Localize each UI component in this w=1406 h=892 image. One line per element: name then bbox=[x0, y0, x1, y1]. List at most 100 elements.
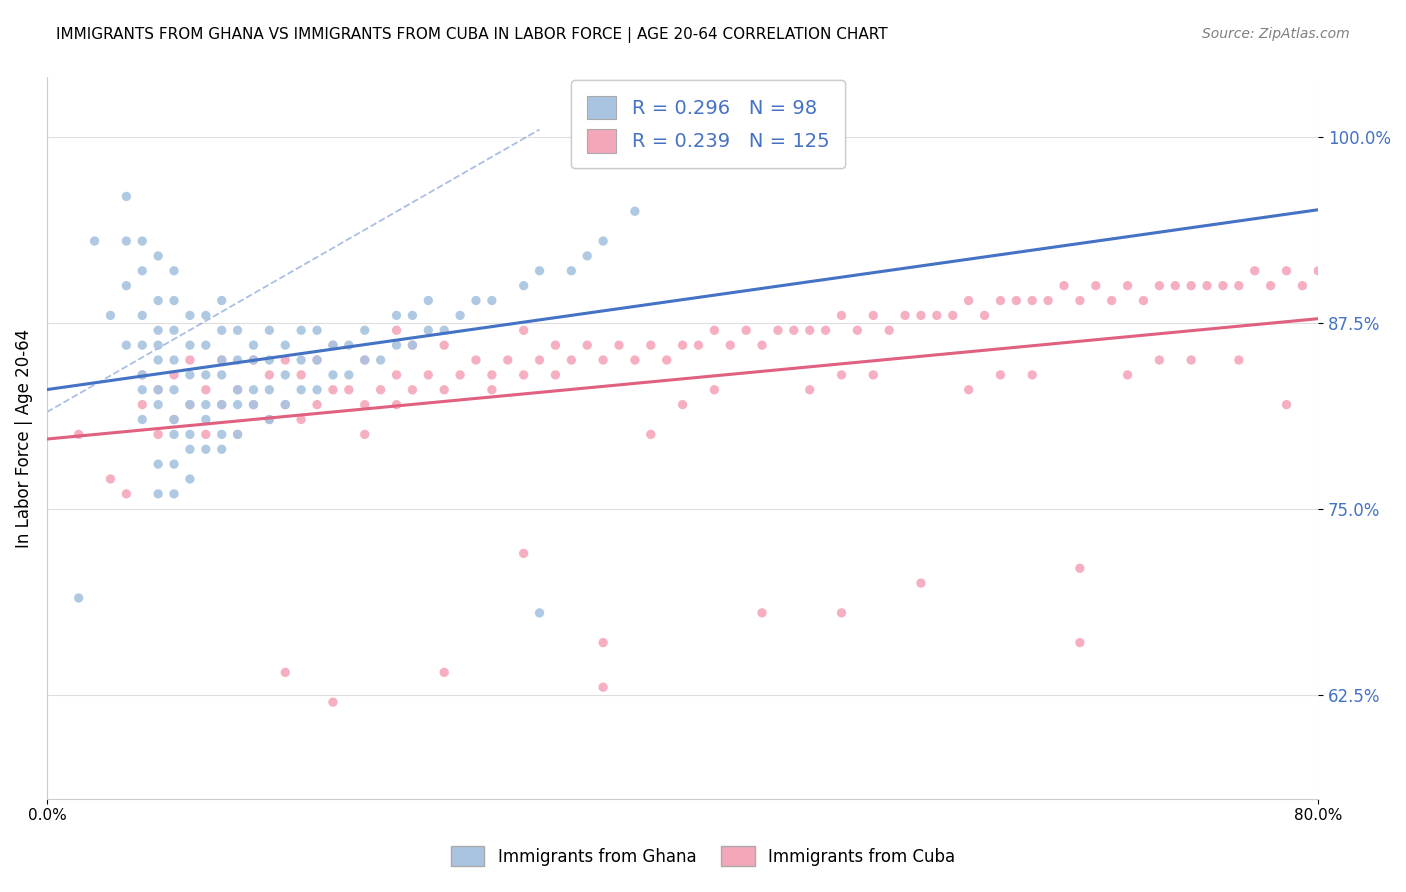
Point bbox=[640, 427, 662, 442]
Point bbox=[259, 383, 281, 397]
Point bbox=[671, 338, 693, 352]
Point bbox=[163, 353, 186, 368]
Point bbox=[211, 427, 233, 442]
Point bbox=[242, 338, 264, 352]
Point bbox=[1101, 293, 1123, 308]
Point bbox=[322, 695, 344, 709]
Point bbox=[1116, 278, 1139, 293]
Point bbox=[67, 427, 90, 442]
Point bbox=[337, 338, 360, 352]
Point bbox=[163, 368, 186, 382]
Point bbox=[703, 383, 725, 397]
Point bbox=[544, 368, 567, 382]
Point bbox=[433, 383, 456, 397]
Point bbox=[831, 309, 853, 323]
Text: IMMIGRANTS FROM GHANA VS IMMIGRANTS FROM CUBA IN LABOR FORCE | AGE 20-64 CORRELA: IMMIGRANTS FROM GHANA VS IMMIGRANTS FROM… bbox=[56, 27, 887, 43]
Point bbox=[688, 338, 710, 352]
Point bbox=[179, 398, 201, 412]
Point bbox=[910, 309, 932, 323]
Point bbox=[307, 353, 329, 368]
Point bbox=[131, 338, 153, 352]
Point bbox=[146, 249, 169, 263]
Point bbox=[100, 309, 122, 323]
Point bbox=[211, 353, 233, 368]
Point bbox=[1164, 278, 1187, 293]
Point bbox=[973, 309, 995, 323]
Point bbox=[163, 293, 186, 308]
Point bbox=[465, 353, 488, 368]
Point bbox=[529, 606, 551, 620]
Point bbox=[211, 368, 233, 382]
Point bbox=[146, 338, 169, 352]
Point bbox=[703, 323, 725, 337]
Point bbox=[290, 353, 312, 368]
Point bbox=[179, 427, 201, 442]
Point bbox=[179, 442, 201, 457]
Point bbox=[290, 383, 312, 397]
Point bbox=[560, 353, 582, 368]
Point bbox=[194, 338, 217, 352]
Point bbox=[925, 309, 948, 323]
Point bbox=[433, 665, 456, 680]
Point bbox=[226, 323, 249, 337]
Point bbox=[242, 398, 264, 412]
Point bbox=[115, 487, 138, 501]
Point bbox=[259, 323, 281, 337]
Point bbox=[877, 323, 900, 337]
Point bbox=[194, 368, 217, 382]
Point bbox=[353, 427, 375, 442]
Point bbox=[307, 353, 329, 368]
Point bbox=[846, 323, 869, 337]
Point bbox=[385, 309, 408, 323]
Point bbox=[163, 412, 186, 426]
Point bbox=[735, 323, 758, 337]
Point bbox=[322, 383, 344, 397]
Point bbox=[401, 383, 423, 397]
Point bbox=[353, 398, 375, 412]
Point bbox=[242, 383, 264, 397]
Point bbox=[179, 309, 201, 323]
Point bbox=[307, 323, 329, 337]
Point bbox=[814, 323, 837, 337]
Point bbox=[211, 442, 233, 457]
Point bbox=[353, 353, 375, 368]
Point bbox=[1069, 561, 1091, 575]
Point bbox=[259, 412, 281, 426]
Point bbox=[67, 591, 90, 605]
Point bbox=[418, 323, 440, 337]
Point bbox=[1180, 278, 1202, 293]
Point bbox=[322, 338, 344, 352]
Point bbox=[146, 323, 169, 337]
Point bbox=[211, 398, 233, 412]
Point bbox=[385, 323, 408, 337]
Point bbox=[640, 338, 662, 352]
Point bbox=[496, 353, 519, 368]
Point bbox=[290, 412, 312, 426]
Point bbox=[592, 234, 614, 248]
Point bbox=[146, 457, 169, 471]
Point bbox=[1069, 635, 1091, 649]
Point bbox=[1149, 353, 1171, 368]
Point bbox=[401, 338, 423, 352]
Point bbox=[131, 368, 153, 382]
Point bbox=[226, 353, 249, 368]
Point bbox=[211, 398, 233, 412]
Point bbox=[1195, 278, 1218, 293]
Point bbox=[607, 338, 630, 352]
Point bbox=[163, 427, 186, 442]
Point bbox=[322, 368, 344, 382]
Point bbox=[131, 234, 153, 248]
Point bbox=[163, 457, 186, 471]
Point bbox=[274, 338, 297, 352]
Point bbox=[1212, 278, 1234, 293]
Point bbox=[576, 338, 599, 352]
Point bbox=[624, 204, 647, 219]
Point bbox=[1291, 278, 1313, 293]
Point bbox=[465, 293, 488, 308]
Point bbox=[179, 368, 201, 382]
Point bbox=[146, 487, 169, 501]
Point bbox=[115, 189, 138, 203]
Point bbox=[401, 338, 423, 352]
Point bbox=[146, 398, 169, 412]
Point bbox=[322, 338, 344, 352]
